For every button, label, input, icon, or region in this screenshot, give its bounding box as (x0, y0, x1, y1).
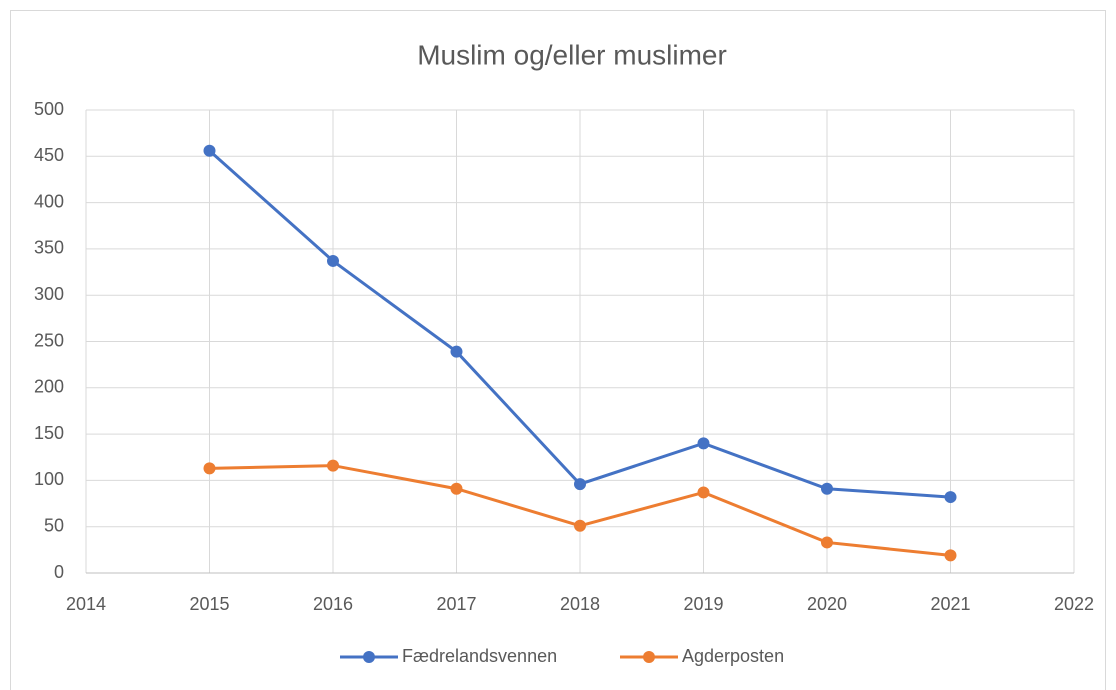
data-point (450, 345, 463, 358)
data-point (327, 459, 339, 472)
legend-label: Fædrelandsvennen (402, 646, 557, 666)
x-tick-label: 2017 (436, 594, 476, 614)
data-point (203, 144, 216, 157)
y-tick-label: 250 (34, 330, 64, 350)
x-tick-label: 2021 (930, 594, 970, 614)
x-tick-label: 2019 (683, 594, 723, 614)
legend-marker (363, 651, 375, 663)
data-point (574, 519, 586, 532)
data-point (327, 254, 339, 267)
data-point (450, 482, 463, 495)
y-tick-label: 400 (34, 191, 64, 211)
legend-marker (643, 651, 655, 663)
chart-title: Muslim og/eller muslimer (417, 39, 727, 70)
x-tick-label: 2016 (313, 594, 353, 614)
chart-frame (10, 10, 1106, 690)
data-point (944, 491, 957, 504)
y-tick-label: 350 (34, 238, 64, 258)
y-tick-label: 150 (34, 423, 64, 443)
y-tick-label: 0 (54, 562, 64, 582)
y-tick-label: 200 (34, 377, 64, 397)
data-point (697, 437, 710, 450)
y-tick-label: 300 (34, 284, 64, 304)
data-point (697, 486, 710, 499)
y-tick-label: 450 (34, 145, 64, 165)
x-tick-label: 2022 (1054, 594, 1094, 614)
y-tick-label: 500 (34, 99, 64, 119)
data-point (821, 536, 833, 549)
y-tick-label: 50 (44, 515, 64, 535)
data-point (203, 462, 216, 475)
x-tick-label: 2015 (189, 594, 229, 614)
legend-label: Agderposten (682, 646, 784, 666)
x-tick-label: 2014 (66, 594, 106, 614)
data-point (944, 549, 957, 562)
data-point (821, 482, 833, 495)
y-tick-label: 100 (34, 469, 64, 489)
x-tick-label: 2020 (807, 594, 847, 614)
data-point (574, 478, 586, 491)
x-tick-label: 2018 (560, 594, 600, 614)
